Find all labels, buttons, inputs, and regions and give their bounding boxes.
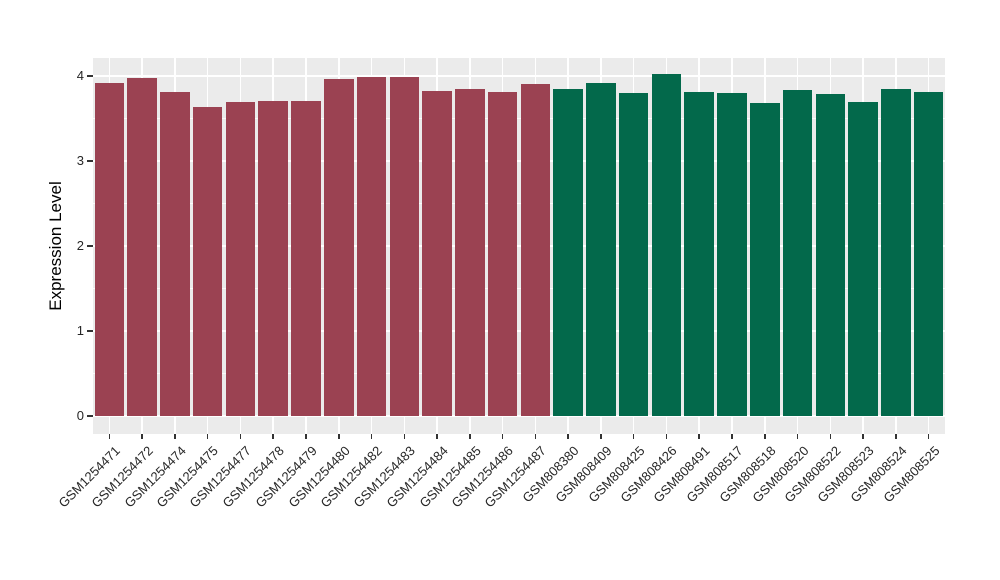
bar-GSM1254484 <box>422 91 452 416</box>
bar-GSM808524 <box>881 88 911 416</box>
x-tick-mark <box>206 434 209 439</box>
bar-GSM1254471 <box>94 82 125 416</box>
y-tick-label: 4 <box>76 68 84 83</box>
y-tick-label: 1 <box>76 323 84 338</box>
bar-GSM1254482 <box>356 76 387 416</box>
x-tick-mark <box>862 434 864 439</box>
bar-GSM808409 <box>586 82 616 416</box>
x-tick-mark <box>239 434 242 439</box>
x-tick-mark <box>174 434 176 439</box>
bar-GSM1254485 <box>455 88 485 416</box>
bar-GSM1254480 <box>324 79 354 416</box>
x-tick-mark <box>698 434 700 439</box>
horizontal-minor-gridline <box>93 118 945 119</box>
x-tick-mark <box>272 434 274 439</box>
horizontal-minor-gridline <box>93 373 945 374</box>
bar-GSM1254479 <box>291 100 321 416</box>
bar-GSM1254474 <box>160 92 190 416</box>
x-tick-mark <box>764 434 766 439</box>
x-tick-mark <box>895 434 897 439</box>
bar-GSM808523 <box>848 102 878 416</box>
bar-GSM1254477 <box>225 101 256 416</box>
bar-GSM808380 <box>553 88 583 416</box>
bar-GSM1254487 <box>520 83 551 416</box>
x-tick-mark <box>469 434 471 439</box>
plot-panel <box>93 58 945 434</box>
y-tick-mark <box>87 330 93 332</box>
y-tick-mark <box>87 160 93 162</box>
x-tick-mark <box>436 434 438 439</box>
y-tick-label: 0 <box>76 408 84 423</box>
y-tick-mark <box>87 245 93 247</box>
bar-GSM1254486 <box>487 92 518 416</box>
x-tick-mark <box>534 434 537 439</box>
horizontal-minor-gridline <box>93 288 945 289</box>
bar-GSM808491 <box>684 92 714 416</box>
bar-GSM808425 <box>618 93 649 416</box>
bar-GSM1254478 <box>258 100 288 416</box>
bar-GSM808522 <box>815 93 846 416</box>
y-tick-label: 3 <box>76 153 84 168</box>
x-tick-mark <box>305 434 307 439</box>
x-tick-mark <box>403 434 406 439</box>
x-tick-mark <box>567 434 569 439</box>
x-tick-mark <box>796 434 799 439</box>
horizontal-major-gridline <box>93 75 945 77</box>
x-tick-mark <box>600 434 602 439</box>
horizontal-major-gridline <box>93 330 945 332</box>
bar-GSM808520 <box>782 89 813 416</box>
x-tick-mark <box>338 434 340 439</box>
bar-GSM808518 <box>750 103 780 416</box>
y-tick-mark <box>87 75 93 77</box>
y-tick-label: 2 <box>76 238 84 253</box>
x-tick-mark <box>370 434 373 439</box>
x-tick-mark <box>108 434 111 439</box>
horizontal-major-gridline <box>93 415 945 417</box>
horizontal-major-gridline <box>93 245 945 247</box>
bar-GSM808525 <box>913 92 944 416</box>
x-tick-mark <box>632 434 635 439</box>
bar-GSM808517 <box>717 93 747 416</box>
horizontal-minor-gridline <box>93 203 945 204</box>
x-tick-mark <box>665 434 668 439</box>
horizontal-major-gridline <box>93 160 945 162</box>
x-tick-mark <box>927 434 930 439</box>
x-tick-mark <box>829 434 832 439</box>
bar-GSM808426 <box>651 74 682 416</box>
bar-GSM1254472 <box>127 77 157 416</box>
bar-GSM1254483 <box>389 76 420 416</box>
bar-GSM1254475 <box>192 106 223 416</box>
x-tick-mark <box>141 434 143 439</box>
x-tick-mark <box>501 434 504 439</box>
x-tick-mark <box>731 434 733 439</box>
y-tick-mark <box>87 415 93 417</box>
